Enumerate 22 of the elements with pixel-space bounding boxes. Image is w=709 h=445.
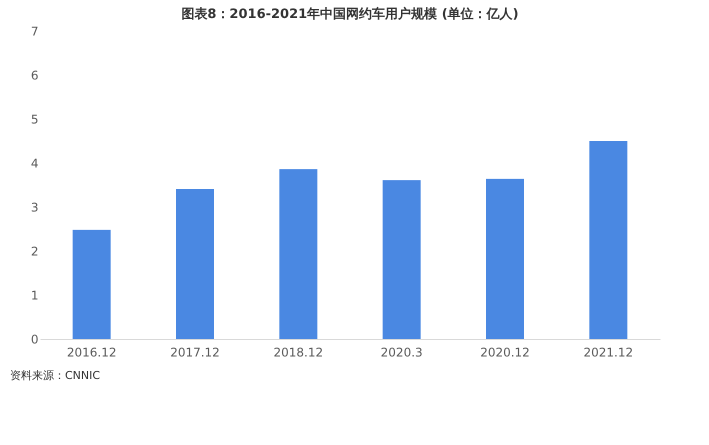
chart-title: 图表8：2016-2021年中国网约车用户规模 (单位：亿人) xyxy=(181,6,519,22)
x-tick-label: 2020.12 xyxy=(480,346,530,360)
x-tick-label: 2017.12 xyxy=(170,346,220,360)
y-tick-label: 5 xyxy=(30,112,38,126)
y-tick-label: 4 xyxy=(30,156,38,170)
bar xyxy=(382,180,421,339)
bar xyxy=(486,178,524,339)
bar xyxy=(176,188,214,339)
text: 资料来源：CNNIC xyxy=(10,369,100,382)
x-tick-label: 2020.3 xyxy=(380,346,423,360)
x-tick-label: 2018.12 xyxy=(274,346,324,360)
x-tick-label: 2016.12 xyxy=(66,346,116,360)
x-tick-label: 2021.12 xyxy=(584,346,634,360)
bar xyxy=(72,230,111,339)
y-tick-label: 1 xyxy=(30,288,38,302)
y-tick-label: 0 xyxy=(30,332,38,346)
y-tick-label: 7 xyxy=(30,24,38,38)
y-tick-label: 2 xyxy=(30,244,38,258)
bar xyxy=(589,141,628,339)
y-tick-label: 3 xyxy=(30,200,38,214)
y-tick-label: 6 xyxy=(30,68,38,82)
bar xyxy=(279,169,318,339)
